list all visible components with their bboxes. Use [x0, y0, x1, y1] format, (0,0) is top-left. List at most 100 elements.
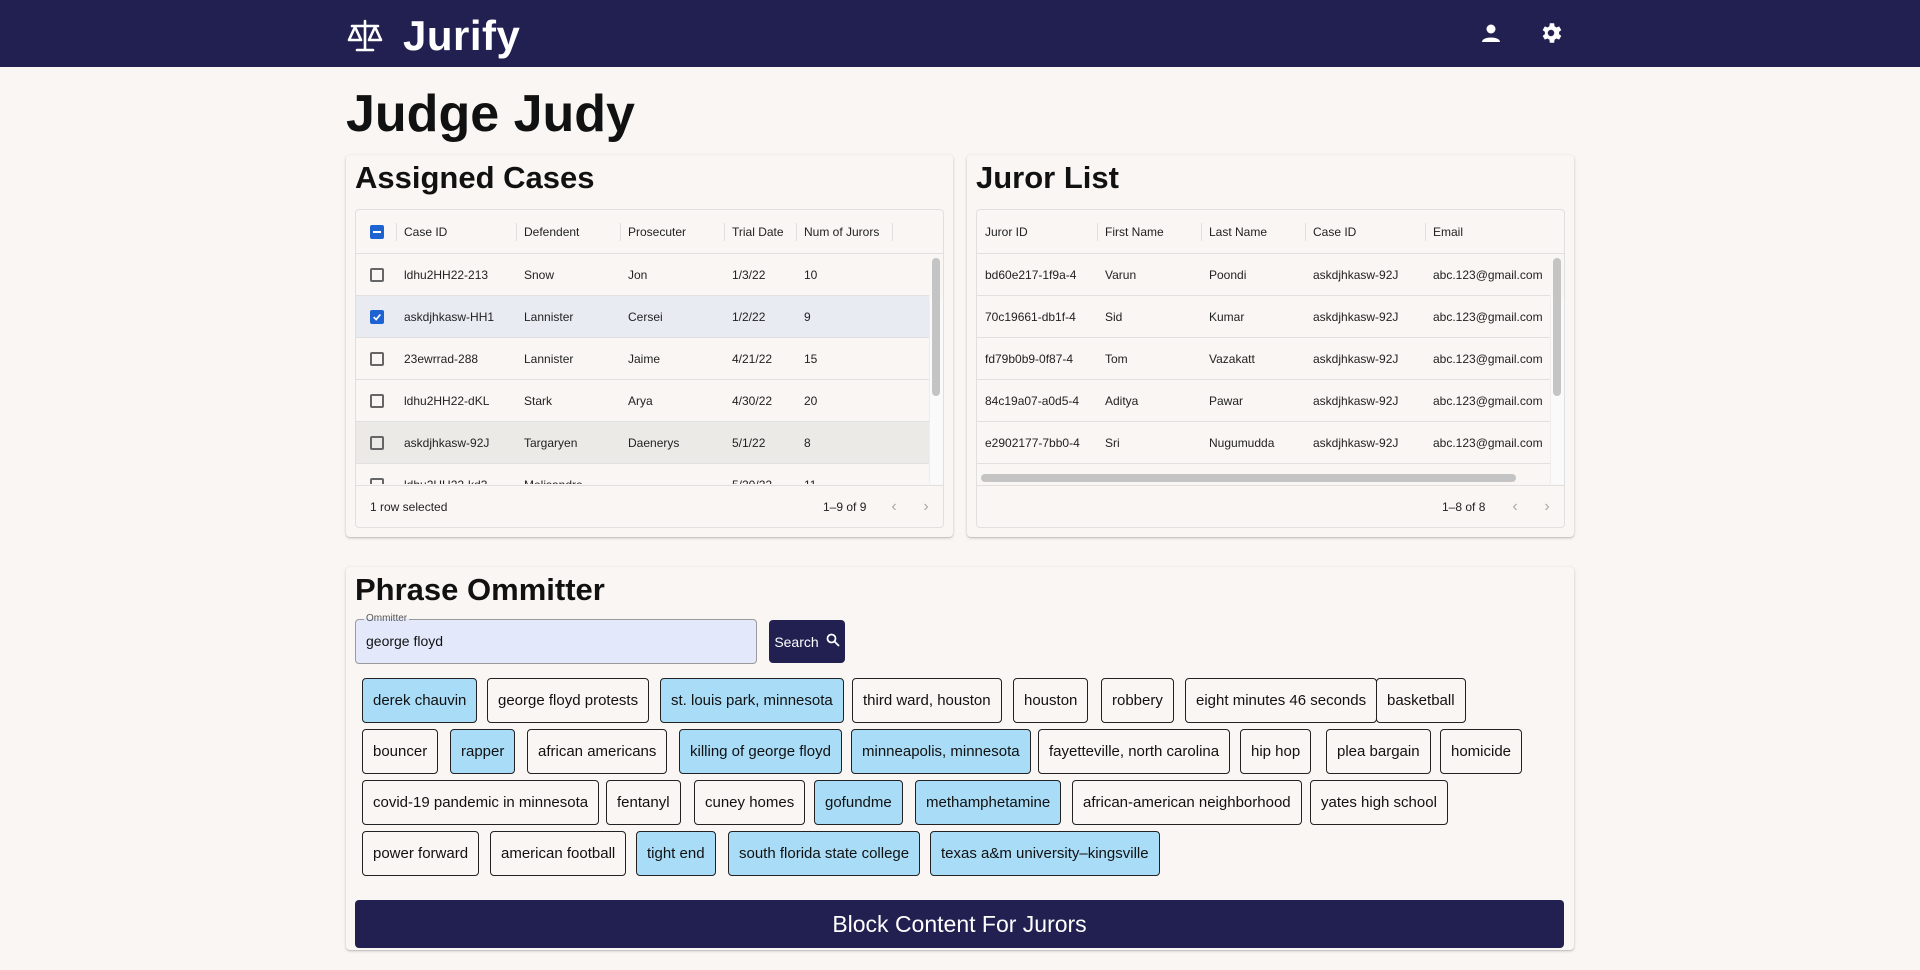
phrase-chip[interactable]: american football [490, 831, 627, 876]
chevron-right-icon[interactable]: › [923, 498, 929, 515]
defendent-cell: Lannister [524, 309, 574, 324]
phrase-chip[interactable]: african-american neighborhood [1072, 780, 1302, 825]
table-row[interactable]: 23ewrrad-288 Lannister Jaime 4/21/22 15 [356, 338, 929, 380]
chip-label: south florida state college [739, 845, 910, 862]
assigned-cases-title: Assigned Cases [355, 160, 595, 195]
column-header-first-name[interactable]: First Name [1105, 225, 1164, 239]
phrase-chip[interactable]: yates high school [1310, 780, 1448, 825]
row-checkbox[interactable] [370, 254, 384, 295]
trial-date-cell: 4/21/22 [732, 351, 773, 366]
column-header-email[interactable]: Email [1433, 225, 1464, 239]
chip-label: basketball [1387, 692, 1455, 709]
last-name-cell: Nugumudda [1209, 435, 1275, 450]
chip-label: power forward [373, 845, 469, 862]
phrase-chip[interactable]: power forward [362, 831, 480, 876]
table-row[interactable]: askdjhkasw-92J Targaryen Daenerys 5/1/22… [356, 422, 929, 464]
phrase-chip[interactable]: eight minutes 46 seconds [1185, 678, 1378, 723]
cases-vertical-scrollbar[interactable] [932, 258, 940, 396]
table-row[interactable]: ldhu2HH22-213 Snow Jon 1/3/22 10 [356, 254, 929, 296]
jurors-vertical-scrollbar[interactable] [1553, 258, 1561, 396]
gear-icon[interactable] [1535, 17, 1567, 49]
chip-label: robbery [1112, 692, 1163, 709]
num-jurors-cell: 11 [804, 464, 816, 485]
chevron-left-icon[interactable]: ‹ [891, 498, 897, 515]
table-row[interactable]: e2902177-7bb0-4 Sri Nugumudda askdjhkasw… [977, 422, 1550, 464]
phrase-chip[interactable]: gofundme [814, 780, 903, 825]
last-name-cell: Pawar [1209, 393, 1244, 408]
table-row[interactable]: askdjhkasw-HH1 Lannister Cersei 1/2/22 9 [356, 296, 929, 338]
table-row[interactable]: bd60e217-1f9a-4 Varun Poondi askdjhkasw-… [977, 254, 1550, 296]
phrase-chip[interactable]: derek chauvin [362, 678, 478, 723]
phrase-chip[interactable]: minneapolis, minnesota [851, 729, 1031, 774]
first-name-cell: Sid [1105, 309, 1123, 324]
cases-grid: Case ID Defendent Prosecuter Trial Date … [355, 209, 944, 528]
row-checkbox[interactable] [370, 464, 384, 484]
phrase-chip[interactable]: texas a&m university–kingsville [930, 831, 1160, 876]
trial-date-cell: 1/3/22 [732, 267, 766, 282]
phrase-chip[interactable]: homicide [1440, 729, 1523, 774]
select-all-checkbox[interactable] [370, 210, 384, 254]
ommitter-input[interactable] [366, 633, 746, 649]
phrase-chip[interactable]: st. louis park, minnesota [660, 678, 844, 723]
phrase-chip[interactable]: bouncer [362, 729, 439, 774]
phrase-chip[interactable]: killing of george floyd [679, 729, 842, 774]
phrase-chip[interactable]: houston [1013, 678, 1089, 723]
column-header-case-id[interactable]: Case ID [404, 225, 448, 239]
jurors-horizontal-scrollbar[interactable] [981, 474, 1516, 482]
juror-list-title: Juror List [976, 160, 1119, 195]
first-name-cell: Tom [1105, 351, 1128, 366]
person-icon[interactable] [1475, 17, 1507, 49]
email-cell: abc.123@gmail.com [1433, 309, 1543, 324]
phrase-chip[interactable]: methamphetamine [915, 780, 1062, 825]
column-header-num-jurors[interactable]: Num of Jurors [804, 225, 880, 239]
cases-grid-header: Case ID Defendent Prosecuter Trial Date … [356, 210, 943, 254]
phrase-chip[interactable]: cuney homes [694, 780, 806, 825]
phrase-chip[interactable]: tight end [636, 831, 716, 876]
phrase-chip[interactable]: covid-19 pandemic in minnesota [362, 780, 600, 825]
chip-label: tight end [647, 845, 705, 862]
chevron-left-icon[interactable]: ‹ [1512, 498, 1518, 515]
column-header-prosecuter[interactable]: Prosecuter [628, 225, 687, 239]
phrase-chip[interactable]: basketball [1376, 678, 1466, 723]
email-cell: abc.123@gmail.com [1433, 351, 1543, 366]
column-header-defendent[interactable]: Defendent [524, 225, 580, 239]
phrase-chip[interactable]: third ward, houston [852, 678, 1002, 723]
num-jurors-cell: 10 [804, 267, 818, 282]
row-checkbox[interactable] [370, 380, 384, 421]
table-row[interactable]: ldhu2HH22-kd3 Melisandre 5/20/22 11 [356, 464, 929, 484]
table-row[interactable]: ldhu2HH22-dKL Stark Arya 4/30/22 20 [356, 380, 929, 422]
phrase-chip[interactable]: african americans [527, 729, 668, 774]
chip-label: rapper [461, 743, 505, 760]
phrase-chip[interactable]: south florida state college [728, 831, 921, 876]
ommitter-field[interactable]: Ommitter [355, 613, 757, 664]
column-header-case-id[interactable]: Case ID [1313, 225, 1357, 239]
table-row[interactable]: fd79b0b9-0f87-4 Tom Vazakatt askdjhkasw-… [977, 338, 1550, 380]
row-checkbox[interactable] [370, 422, 384, 463]
case-id-cell: askdjhkasw-92J [1313, 267, 1399, 282]
defendent-cell: Snow [524, 267, 555, 282]
phrase-chip[interactable]: plea bargain [1326, 729, 1431, 774]
last-name-cell: Poondi [1209, 267, 1247, 282]
phrase-chip[interactable]: fentanyl [606, 780, 681, 825]
column-header-juror-id[interactable]: Juror ID [985, 225, 1028, 239]
block-content-button[interactable]: Block Content For Jurors [355, 900, 1564, 948]
column-header-trial-date[interactable]: Trial Date [732, 225, 784, 239]
phrase-chip[interactable]: george floyd protests [487, 678, 650, 723]
table-row[interactable]: 84c19a07-a0d5-4 Aditya Pawar askdjhkasw-… [977, 380, 1550, 422]
phrase-chip[interactable]: robbery [1101, 678, 1174, 723]
case-id-cell: askdjhkasw-92J [1313, 351, 1399, 366]
chip-label: african americans [538, 743, 657, 760]
jurors-grid-footer: 1–8 of 8 ‹ › [977, 485, 1564, 527]
phrase-chip[interactable]: fayetteville, north carolina [1038, 729, 1231, 774]
chip-label: bouncer [373, 743, 428, 760]
chevron-right-icon[interactable]: › [1544, 498, 1550, 515]
column-header-last-name[interactable]: Last Name [1209, 225, 1268, 239]
row-checkbox[interactable] [370, 338, 384, 379]
phrase-chip[interactable]: hip hop [1240, 729, 1312, 774]
table-row[interactable]: 70c19661-db1f-4 Sid Kumar askdjhkasw-92J… [977, 296, 1550, 338]
row-checkbox[interactable] [370, 296, 384, 337]
case-id-cell: ldhu2HH22-kd3 [404, 464, 487, 485]
brand[interactable]: Jurify [347, 12, 520, 60]
search-button[interactable]: Search [769, 620, 845, 663]
phrase-chip[interactable]: rapper [450, 729, 516, 774]
